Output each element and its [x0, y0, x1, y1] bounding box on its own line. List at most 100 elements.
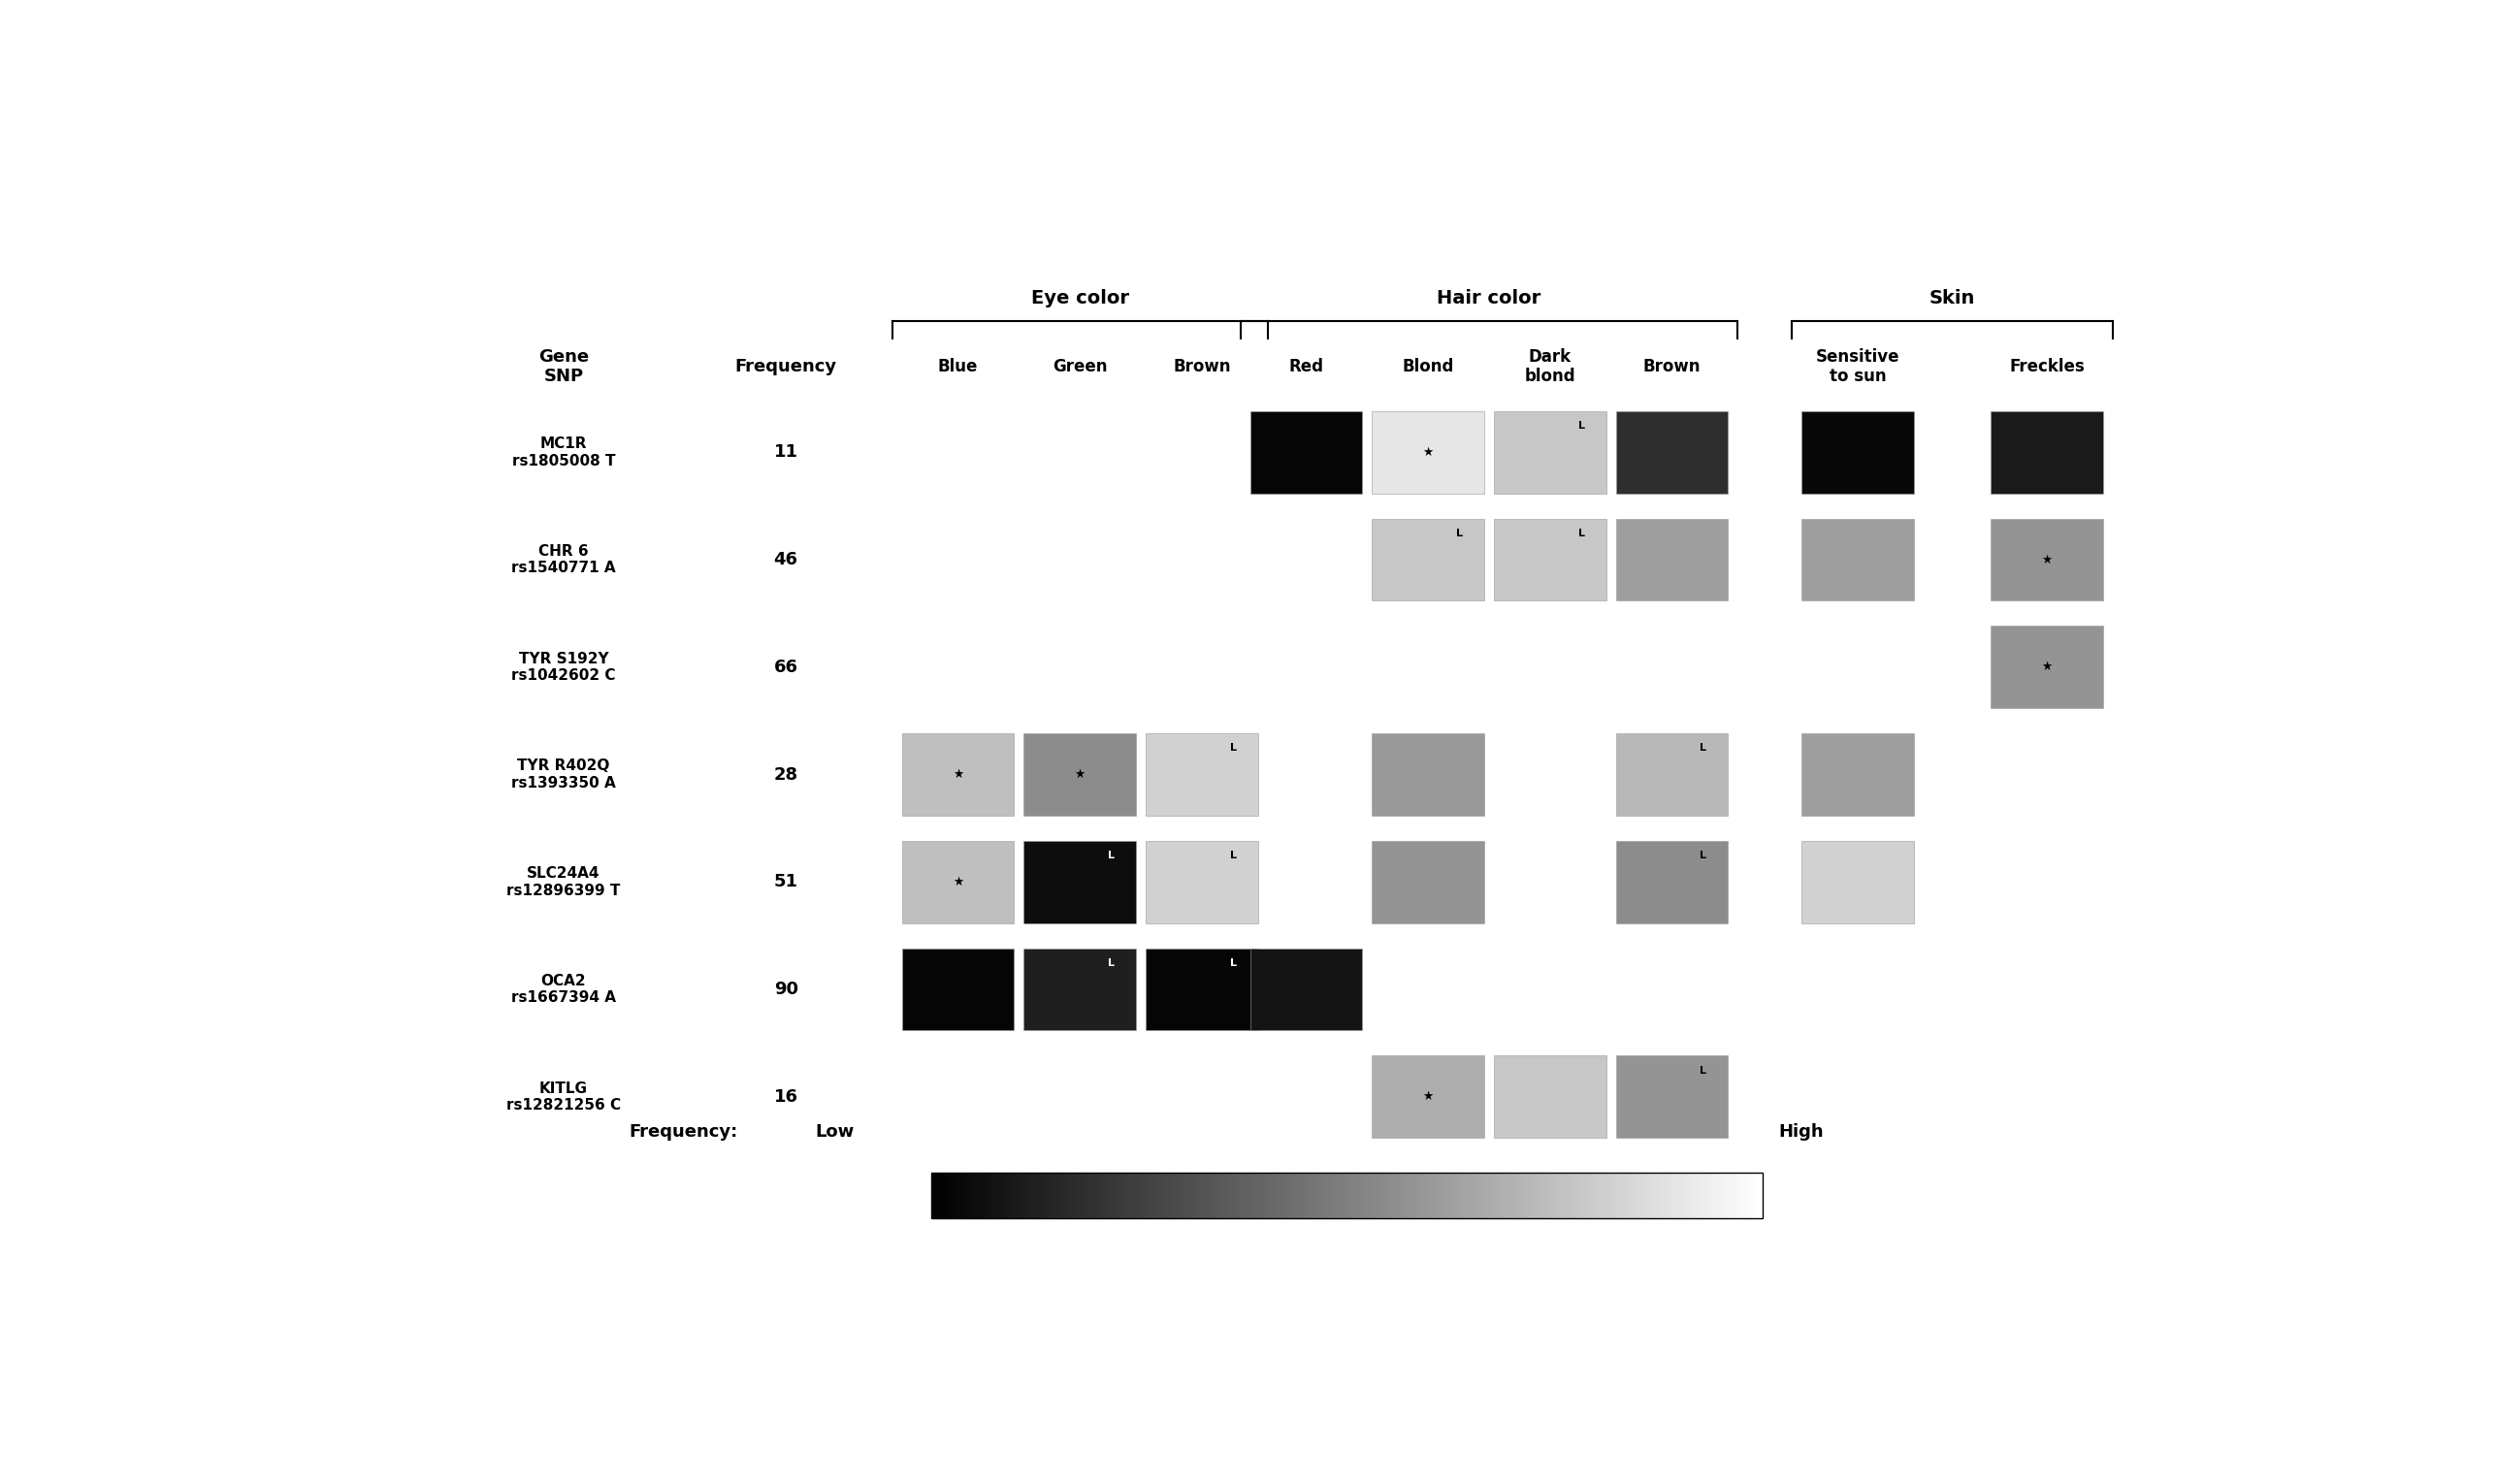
Bar — [1303, 1172, 1308, 1218]
Bar — [1730, 1172, 1735, 1218]
Bar — [1231, 1172, 1236, 1218]
Bar — [1740, 1172, 1745, 1218]
Text: Brown: Brown — [1173, 358, 1231, 375]
Bar — [1211, 1172, 1216, 1218]
Bar — [1565, 1172, 1570, 1218]
Bar — [1001, 1172, 1006, 1218]
Text: Hair color: Hair color — [1438, 289, 1540, 307]
Bar — [1238, 1172, 1243, 1218]
Bar — [1278, 1172, 1283, 1218]
Bar — [1250, 411, 1363, 494]
Bar — [1196, 1172, 1198, 1218]
Bar — [1523, 1172, 1525, 1218]
Bar — [1667, 1172, 1672, 1218]
Bar — [1056, 1172, 1061, 1218]
Bar — [1448, 1172, 1453, 1218]
Bar — [1121, 1172, 1123, 1218]
Bar — [1345, 1172, 1348, 1218]
Bar — [938, 1172, 943, 1218]
Bar — [1073, 1172, 1078, 1218]
Bar — [951, 1172, 956, 1218]
Bar — [941, 1172, 946, 1218]
Bar — [1203, 1172, 1208, 1218]
Bar — [1373, 733, 1485, 816]
Bar — [1627, 1172, 1632, 1218]
Bar — [983, 1172, 988, 1218]
Bar — [1246, 1172, 1248, 1218]
Bar — [961, 1172, 966, 1218]
Bar — [946, 1172, 948, 1218]
Bar — [1048, 1172, 1053, 1218]
Bar — [1398, 1172, 1403, 1218]
Bar — [1380, 1172, 1385, 1218]
Bar — [1133, 1172, 1138, 1218]
Bar — [1498, 1172, 1500, 1218]
Bar — [1031, 1172, 1036, 1218]
Bar — [1802, 518, 1914, 601]
Bar — [936, 1172, 941, 1218]
Bar — [1495, 1055, 1605, 1138]
Bar — [1590, 1172, 1595, 1218]
Bar — [1163, 1172, 1168, 1218]
Text: 90: 90 — [774, 981, 799, 999]
Text: ★: ★ — [1423, 1091, 1433, 1103]
Bar — [1727, 1172, 1732, 1218]
Bar — [1652, 1172, 1657, 1218]
Bar — [1066, 1172, 1071, 1218]
Bar — [1470, 1172, 1473, 1218]
Bar — [1063, 1172, 1068, 1218]
Bar — [1171, 1172, 1173, 1218]
Bar — [1358, 1172, 1363, 1218]
Bar — [1508, 1172, 1513, 1218]
Bar — [1330, 1172, 1335, 1218]
Bar — [1710, 1172, 1715, 1218]
Bar — [1610, 1172, 1615, 1218]
Bar — [1265, 1172, 1270, 1218]
Bar — [1128, 1172, 1133, 1218]
Bar — [1615, 733, 1727, 816]
Text: Low: Low — [814, 1123, 854, 1141]
Bar — [1046, 1172, 1048, 1218]
Bar — [1543, 1172, 1548, 1218]
Bar — [1328, 1172, 1333, 1218]
Bar — [1503, 1172, 1508, 1218]
Bar — [971, 1172, 973, 1218]
Bar — [1403, 1172, 1408, 1218]
Bar — [1113, 1172, 1118, 1218]
Bar — [1228, 1172, 1233, 1218]
Bar — [1255, 1172, 1260, 1218]
Bar — [1201, 1172, 1206, 1218]
Bar — [1555, 1172, 1560, 1218]
Bar — [1690, 1172, 1695, 1218]
Bar — [1548, 1172, 1550, 1218]
Text: High: High — [1780, 1123, 1825, 1141]
Bar — [1540, 1172, 1545, 1218]
Bar — [1258, 1172, 1263, 1218]
Bar — [1340, 1172, 1345, 1218]
Bar — [1712, 1172, 1717, 1218]
Bar — [1335, 1172, 1340, 1218]
Text: Frequency: Frequency — [734, 358, 836, 375]
Bar — [1600, 1172, 1605, 1218]
Bar — [1423, 1172, 1428, 1218]
Bar — [1106, 1172, 1111, 1218]
Bar — [1612, 1172, 1617, 1218]
Text: L: L — [1108, 850, 1116, 861]
Bar — [996, 1172, 998, 1218]
Text: Red: Red — [1288, 358, 1323, 375]
Bar — [1173, 1172, 1178, 1218]
Bar — [931, 1172, 936, 1218]
Bar — [1742, 1172, 1747, 1218]
Bar — [1083, 1172, 1088, 1218]
Bar — [1061, 1172, 1066, 1218]
Bar — [1213, 1172, 1218, 1218]
Bar — [1363, 1172, 1368, 1218]
Bar — [1248, 1172, 1253, 1218]
Bar — [1003, 1172, 1008, 1218]
Bar — [1236, 1172, 1241, 1218]
Bar — [998, 1172, 1003, 1218]
Bar — [1687, 1172, 1692, 1218]
Bar — [1602, 1172, 1607, 1218]
Bar — [1186, 1172, 1191, 1218]
Bar — [1101, 1172, 1106, 1218]
